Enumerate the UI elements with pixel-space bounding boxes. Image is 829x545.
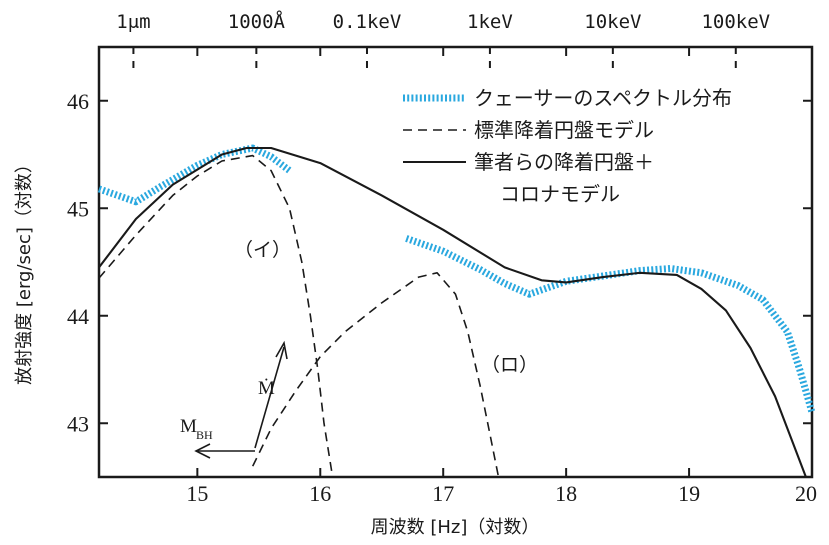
mbh-arrow (194, 443, 255, 459)
annotation-ro: （ロ） (481, 354, 538, 376)
series-line-dashed (251, 271, 500, 478)
top-tick-label: 10keV (584, 11, 641, 33)
annotation-i: （イ） (234, 239, 291, 261)
series-line-dashed (98, 154, 334, 478)
legend-label: 筆者らの降着円盤＋ (474, 150, 654, 174)
x-axis-title: 周波数 [Hz]（対数） (371, 517, 540, 538)
top-tick-label: 0.1keV (333, 11, 402, 33)
series-line-dotted (97, 144, 292, 206)
x-tick-label: 18 (555, 481, 577, 506)
annotation-mbh-subscript: BH (196, 428, 213, 442)
series-line-solid (98, 146, 807, 478)
top-tick-label: 1keV (467, 11, 513, 33)
legend-label: クェーサーのスペクトル分布 (474, 86, 732, 110)
x-tick-label: 17 (432, 481, 454, 506)
mdot-arrow (254, 340, 288, 449)
y-tick-label: 45 (67, 196, 89, 221)
x-tick-label: 20 (795, 481, 817, 506)
x-axis-ticks: 15 16 17 18 19 20 (186, 47, 817, 506)
annotation-mbh: M (180, 416, 197, 437)
y-axis-title: 放射強度 [erg/sec]（対数） (14, 155, 35, 385)
legend-label: 標準降着円盤モデル (474, 118, 654, 142)
series-line-dotted (405, 235, 816, 414)
top-tick-label: 100keV (701, 11, 770, 33)
top-tick-label: 1000Å (228, 10, 286, 33)
series-layer (97, 144, 816, 478)
y-tick-label: 46 (67, 89, 89, 114)
x-tick-label: 16 (309, 481, 331, 506)
top-tick-label: 1μm (116, 11, 150, 33)
legend-label-line2: コロナモデル (500, 182, 620, 206)
plot-frame (97, 45, 814, 479)
y-axis-ticks: 43 44 45 46 (67, 89, 812, 436)
x-tick-label: 19 (678, 481, 700, 506)
top-axis-ticks: 1μm 1000Å 0.1keV 1keV 10keV 100keV (116, 10, 770, 72)
x-tick-label: 15 (186, 481, 208, 506)
y-tick-label: 44 (67, 304, 89, 329)
y-tick-label: 43 (67, 411, 89, 436)
